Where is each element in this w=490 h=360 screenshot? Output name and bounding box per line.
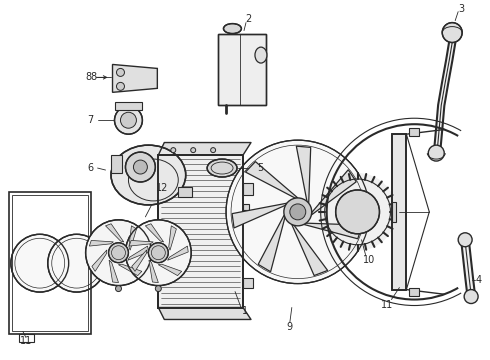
Circle shape: [125, 220, 191, 285]
Ellipse shape: [223, 24, 242, 33]
Polygon shape: [149, 260, 158, 283]
Circle shape: [211, 148, 216, 153]
Circle shape: [116, 285, 122, 292]
Bar: [243, 204, 249, 210]
Circle shape: [117, 68, 124, 76]
Bar: [12, 195, 88, 332]
Polygon shape: [119, 264, 142, 276]
Circle shape: [148, 243, 168, 263]
Bar: [409, 288, 419, 296]
Polygon shape: [89, 240, 113, 246]
Polygon shape: [105, 224, 124, 242]
Text: 11: 11: [381, 300, 393, 310]
Bar: [392, 134, 406, 289]
Bar: [243, 183, 253, 195]
Circle shape: [458, 233, 472, 247]
Polygon shape: [232, 203, 287, 228]
Circle shape: [86, 220, 151, 285]
Circle shape: [336, 190, 379, 234]
Circle shape: [226, 140, 369, 284]
Polygon shape: [292, 224, 328, 275]
Text: 1: 1: [242, 306, 248, 316]
Polygon shape: [129, 240, 153, 246]
Circle shape: [117, 82, 124, 90]
Bar: [392, 202, 396, 222]
Text: 3: 3: [458, 4, 464, 14]
Circle shape: [171, 148, 176, 153]
Polygon shape: [158, 307, 251, 319]
Polygon shape: [92, 250, 107, 271]
Bar: [158, 155, 243, 307]
Polygon shape: [109, 260, 119, 283]
Polygon shape: [304, 223, 362, 239]
Circle shape: [442, 23, 462, 42]
Text: 11: 11: [20, 336, 32, 346]
Circle shape: [191, 148, 196, 153]
Polygon shape: [245, 162, 298, 198]
Bar: [392, 134, 406, 289]
Bar: [19, 334, 34, 342]
Bar: [218, 33, 266, 105]
Polygon shape: [113, 64, 157, 92]
Circle shape: [121, 112, 136, 128]
Text: 2: 2: [245, 14, 251, 24]
Bar: [158, 155, 243, 307]
Polygon shape: [311, 170, 356, 215]
Ellipse shape: [111, 145, 186, 205]
Circle shape: [464, 289, 478, 303]
Circle shape: [48, 234, 105, 292]
Circle shape: [11, 234, 69, 292]
Ellipse shape: [207, 159, 237, 177]
Circle shape: [428, 145, 444, 161]
Text: 7: 7: [88, 115, 94, 125]
Text: 12: 12: [156, 183, 169, 193]
Circle shape: [133, 160, 147, 174]
Circle shape: [125, 152, 155, 182]
Circle shape: [115, 106, 143, 134]
Text: 6: 6: [88, 163, 94, 173]
Text: 4: 4: [476, 275, 482, 285]
Bar: [9, 192, 91, 334]
Polygon shape: [169, 226, 176, 250]
Circle shape: [290, 204, 306, 220]
Text: 5: 5: [257, 163, 263, 173]
Text: 10: 10: [364, 255, 376, 265]
Circle shape: [108, 243, 128, 263]
Ellipse shape: [255, 47, 267, 63]
Polygon shape: [128, 246, 148, 260]
Polygon shape: [258, 215, 285, 272]
Bar: [243, 278, 253, 288]
Polygon shape: [168, 246, 188, 260]
Circle shape: [284, 198, 312, 226]
Polygon shape: [146, 224, 164, 242]
Bar: [115, 102, 143, 110]
Bar: [218, 33, 266, 105]
Text: 8: 8: [86, 72, 92, 82]
Bar: [111, 155, 122, 173]
Bar: [409, 128, 419, 136]
Polygon shape: [132, 250, 147, 271]
Polygon shape: [158, 143, 251, 155]
Polygon shape: [129, 226, 137, 250]
Circle shape: [318, 173, 396, 251]
Text: 8: 8: [91, 72, 97, 82]
Polygon shape: [158, 264, 182, 276]
Bar: [178, 187, 192, 197]
Text: 9: 9: [287, 323, 293, 332]
Circle shape: [155, 285, 161, 292]
Polygon shape: [296, 146, 311, 203]
